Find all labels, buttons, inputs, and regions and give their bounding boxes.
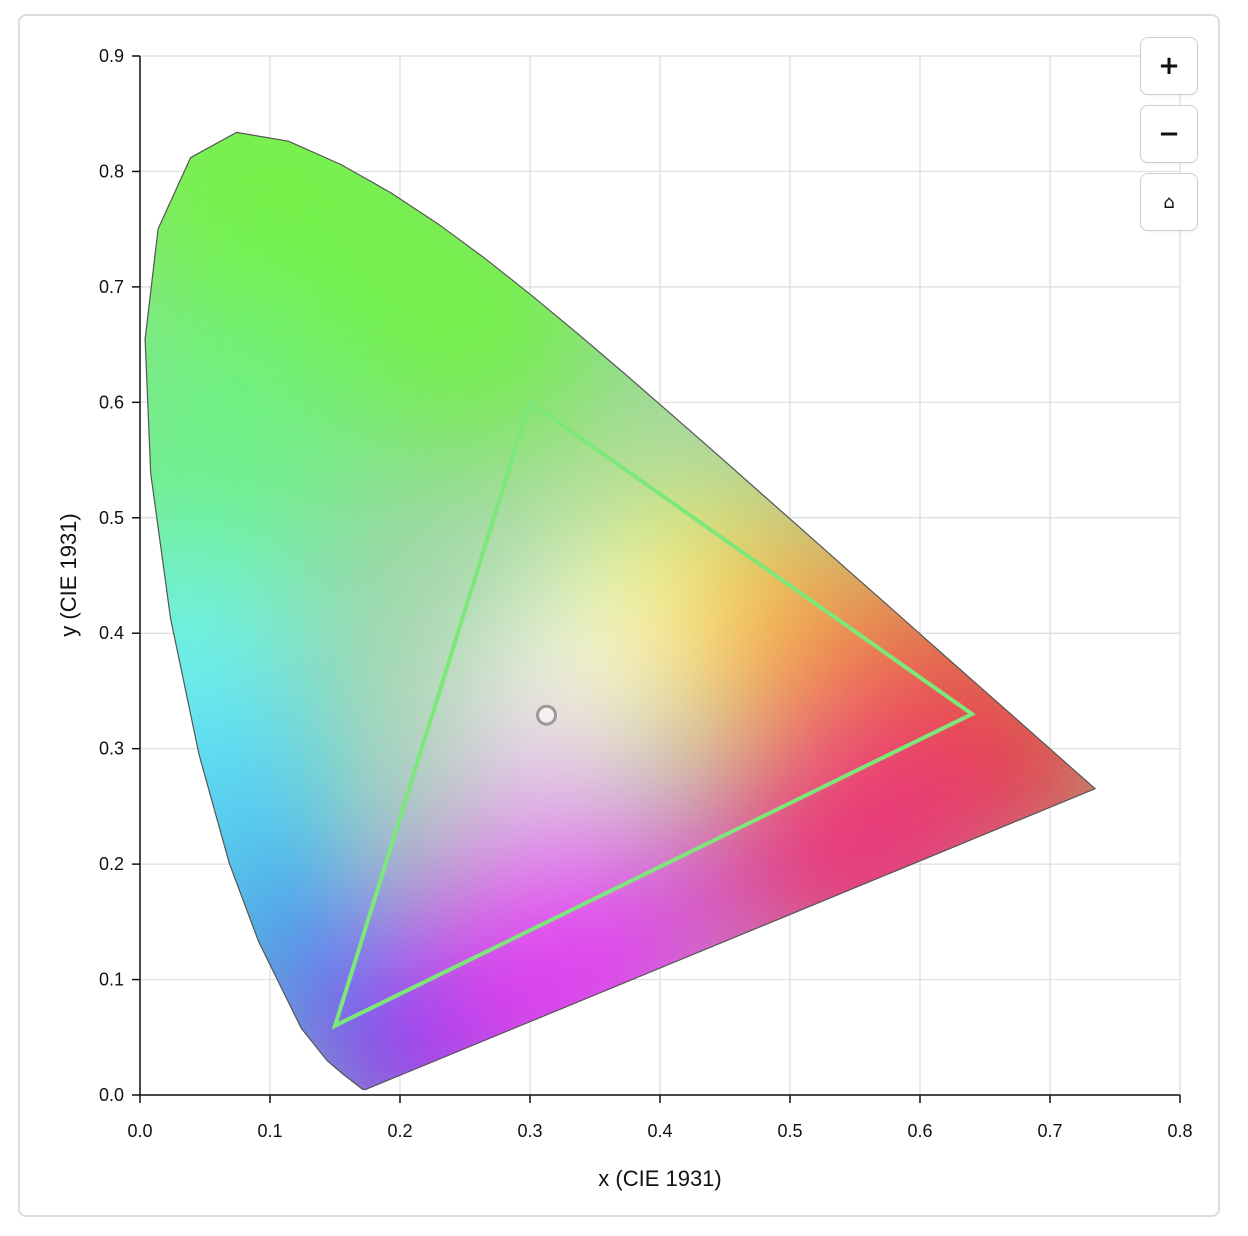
y-tick-label: 0.1 — [99, 970, 124, 990]
fill-blob — [460, 724, 600, 865]
y-axis-title: y (CIE 1931) — [56, 513, 81, 637]
gamut-triangle — [331, 399, 976, 1030]
x-axis-title: x (CIE 1931) — [598, 1166, 722, 1191]
x-tick-label: 0.0 — [127, 1121, 152, 1141]
x-tick-label: 0.2 — [387, 1121, 412, 1141]
fill-blob — [705, 691, 1005, 992]
y-tick-label: 0.0 — [99, 1085, 124, 1105]
y-tick-label: 0.3 — [99, 739, 124, 759]
spectral-locus — [144, 131, 1097, 1091]
y-tick-label: 0.8 — [99, 161, 124, 181]
x-tick-label: 0.3 — [517, 1121, 542, 1141]
y-tick-label: 0.5 — [99, 508, 124, 528]
fill-blob — [315, 159, 615, 460]
fill-blob — [512, 563, 652, 704]
spectral-fill — [145, 132, 1096, 1090]
x-tick-label: 0.8 — [1167, 1121, 1192, 1141]
zoom-out-button[interactable]: − — [1140, 105, 1198, 163]
fill-blob — [145, 310, 355, 611]
y-tick-label: 0.4 — [99, 623, 124, 643]
white-point-marker[interactable] — [536, 704, 558, 726]
x-tick-label: 0.4 — [647, 1121, 672, 1141]
x-tick-label: 0.6 — [907, 1121, 932, 1141]
axes: 0.0 0.1 0.2 0.3 0.4 0.5 0.6 0.7 0.8 0.0 0.1 0.2 0.3 0… — [99, 46, 1193, 1141]
reset-zoom-button[interactable]: ⌂ — [1140, 173, 1198, 231]
y-tick-label: 0.9 — [99, 46, 124, 66]
y-tick-label: 0.2 — [99, 854, 124, 874]
x-tick-label: 0.1 — [257, 1121, 282, 1141]
x-tick-label: 0.5 — [777, 1121, 802, 1141]
y-tick-label: 0.7 — [99, 277, 124, 297]
y-tick-label: 0.6 — [99, 392, 124, 412]
zoom-in-button[interactable]: + — [1140, 37, 1198, 95]
x-tick-label: 0.7 — [1037, 1121, 1062, 1141]
